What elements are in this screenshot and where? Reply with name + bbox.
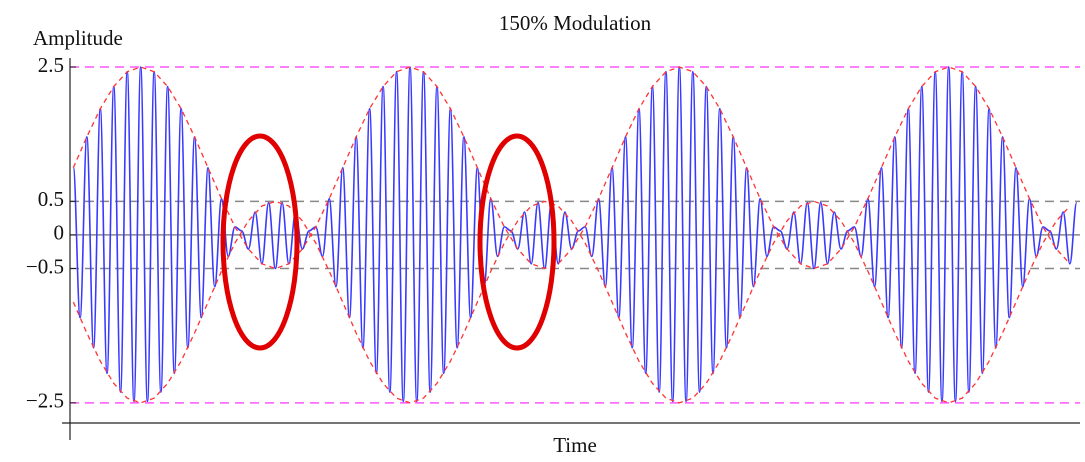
signal-line bbox=[72, 66, 1078, 403]
x-axis-label: Time bbox=[553, 433, 597, 457]
y-tick-label: 0.5 bbox=[38, 187, 64, 211]
envelope-line bbox=[72, 200, 1071, 404]
y-tick-label: −0.5 bbox=[26, 254, 64, 278]
y-tick-label: 2.5 bbox=[38, 53, 64, 77]
y-tick-label: 0 bbox=[54, 221, 65, 245]
chart-title: 150% Modulation bbox=[499, 11, 652, 35]
highlight-ellipse bbox=[220, 133, 300, 351]
plot-area bbox=[72, 66, 1078, 404]
highlight-ellipse bbox=[477, 133, 557, 351]
y-axis-label: Amplitude bbox=[33, 26, 123, 50]
y-tick-label: −2.5 bbox=[26, 389, 64, 413]
envelope-line bbox=[72, 66, 1071, 270]
